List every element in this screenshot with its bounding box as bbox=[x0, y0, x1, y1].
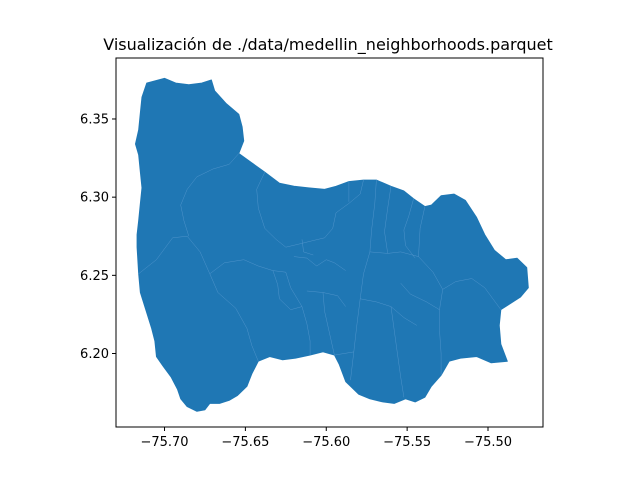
neighborhood-border bbox=[439, 289, 443, 376]
neighborhood-border bbox=[138, 236, 210, 274]
y-tick-label: 6.35 bbox=[80, 112, 109, 127]
neighborhood-border bbox=[403, 198, 416, 259]
neighborhood-border bbox=[442, 278, 502, 310]
neighborhood-border bbox=[285, 272, 311, 356]
neighborhood-border bbox=[334, 351, 354, 356]
neighborhood-border bbox=[322, 292, 335, 356]
chart-title: Visualización de ./data/medellin_neighbo… bbox=[103, 35, 553, 55]
neighborhood-border bbox=[400, 283, 440, 310]
neighborhood-border bbox=[272, 270, 303, 310]
neighborhood-border bbox=[418, 206, 426, 257]
neighborhood-border bbox=[384, 186, 392, 254]
neighborhood-border bbox=[209, 259, 286, 274]
neighborhood-border bbox=[306, 290, 346, 307]
x-axis: −75.70 −75.65 −75.60 −75.55 −75.50 bbox=[140, 427, 512, 450]
y-tick-label: 6.20 bbox=[80, 347, 109, 362]
municipality-polygon bbox=[135, 77, 529, 412]
neighborhood-border bbox=[209, 273, 259, 362]
neighborhood-border bbox=[285, 237, 325, 248]
neighborhood-border bbox=[369, 251, 443, 290]
x-tick-label: −75.60 bbox=[302, 435, 350, 450]
neighborhood-border bbox=[180, 153, 240, 237]
axes-frame bbox=[115, 57, 544, 428]
neighborhood-border bbox=[293, 256, 346, 271]
x-tick-label: −75.70 bbox=[140, 435, 188, 450]
y-tick-label: 6.25 bbox=[80, 269, 109, 284]
x-tick-label: −75.65 bbox=[221, 435, 269, 450]
neighborhood-border bbox=[390, 306, 405, 398]
neighborhood-border bbox=[350, 179, 377, 381]
district-borders bbox=[138, 153, 502, 398]
neighborhood-border bbox=[256, 172, 286, 248]
map-layer bbox=[135, 77, 529, 412]
neighborhood-border bbox=[324, 179, 364, 238]
y-axis: 6.20 6.25 6.30 6.35 bbox=[80, 112, 116, 362]
neighborhood-border bbox=[301, 239, 314, 256]
y-tick-label: 6.30 bbox=[80, 191, 109, 206]
x-tick-label: −75.50 bbox=[464, 435, 512, 450]
x-tick-label: −75.55 bbox=[383, 435, 431, 450]
